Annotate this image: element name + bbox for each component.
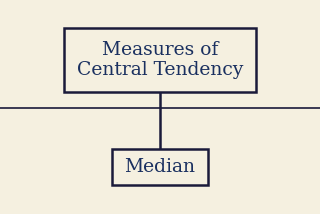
FancyBboxPatch shape xyxy=(112,149,208,185)
Text: Measures of
Central Tendency: Measures of Central Tendency xyxy=(77,40,243,79)
FancyBboxPatch shape xyxy=(64,28,256,92)
Text: Median: Median xyxy=(124,158,196,176)
